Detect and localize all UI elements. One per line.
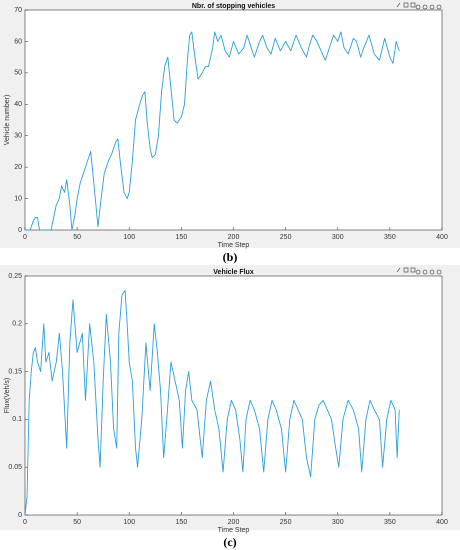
y-tick-label: 20: [14, 164, 22, 171]
x-tick-label: 200: [228, 234, 240, 241]
chart-title: Vehicle Flux: [213, 269, 254, 276]
y-tick-label: 0: [18, 512, 22, 519]
y-axis-label: Flux(Veh/s): [4, 378, 11, 413]
caption: (c): [223, 535, 236, 549]
y-axis-label: Vehicle number): [4, 95, 11, 146]
x-tick-label: 250: [280, 234, 292, 241]
x-tick-label: 350: [384, 519, 396, 526]
toolbar-icons[interactable]: [396, 2, 442, 10]
y-tick-label: 0.1: [12, 416, 22, 423]
x-tick-label: 300: [332, 519, 344, 526]
x-tick-label: 150: [176, 519, 188, 526]
data-line: [24, 289, 400, 516]
x-tick-label: 200: [228, 519, 240, 526]
toolbar: [396, 2, 442, 275]
x-tick-label: 0: [23, 234, 27, 241]
x-tick-label: 50: [73, 234, 81, 241]
y-tick-label: 50: [14, 70, 22, 77]
y-tick-label: 0.05: [8, 464, 22, 471]
x-tick-label: 400: [436, 234, 448, 241]
x-tick-label: 300: [332, 234, 344, 241]
y-tick-label: 10: [14, 195, 22, 202]
x-tick-label: 150: [176, 234, 188, 241]
x-axis-label: Time Step: [218, 527, 250, 534]
chart-title: Nbr. of stopping vehicles: [192, 3, 275, 10]
y-tick-label: 30: [14, 133, 22, 140]
plot-area: [24, 275, 443, 516]
y-tick-label: 0.15: [8, 368, 22, 375]
y-tick-label: 40: [14, 101, 22, 108]
toolbar-icons[interactable]: [396, 267, 442, 275]
y-tick-label: 60: [14, 38, 22, 45]
y-tick-label: 0.2: [12, 321, 22, 328]
x-tick-label: 100: [123, 234, 135, 241]
y-tick-label: 0.25: [8, 273, 22, 280]
x-tick-label: 400: [436, 519, 448, 526]
x-tick-label: 350: [384, 234, 396, 241]
x-tick-label: 100: [123, 519, 135, 526]
caption: (b): [223, 250, 238, 264]
x-axis-label: Time Step: [218, 242, 250, 249]
y-tick-label: 0: [18, 227, 22, 234]
y-tick-label: 70: [14, 7, 22, 14]
x-tick-label: 50: [73, 519, 81, 526]
x-tick-label: 250: [280, 519, 292, 526]
x-tick-label: 0: [23, 519, 27, 526]
data-line: [25, 31, 400, 231]
